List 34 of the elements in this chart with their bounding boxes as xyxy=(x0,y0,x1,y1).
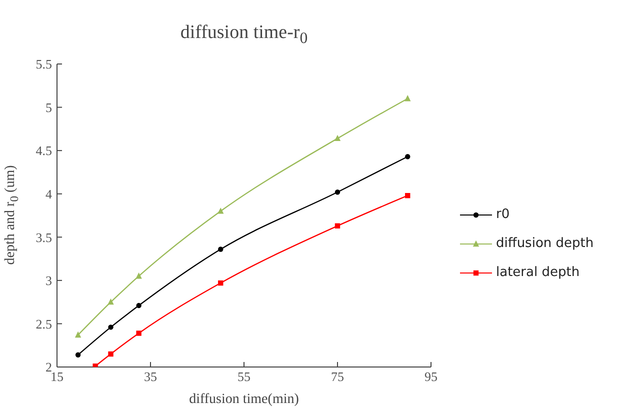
y-tick-label: 3.5 xyxy=(36,230,52,245)
point xyxy=(108,324,114,330)
x-tick-label: 75 xyxy=(331,369,344,384)
point xyxy=(75,352,81,358)
point xyxy=(136,272,142,279)
x-tick-label: 15 xyxy=(50,369,64,384)
y-tick-label: 3 xyxy=(46,273,52,288)
point xyxy=(218,246,224,252)
chart-title: diffusion time-r$_{0}$ xyxy=(179,22,309,48)
y-tick-label: 5 xyxy=(46,100,52,115)
point xyxy=(108,298,114,305)
point xyxy=(136,330,142,336)
point xyxy=(74,331,82,338)
point xyxy=(405,154,410,160)
point xyxy=(218,208,224,214)
point xyxy=(218,280,224,286)
y-tick-label: 4 xyxy=(46,186,52,202)
x-tick-label: 35 xyxy=(144,369,157,384)
point xyxy=(334,223,340,228)
x-tick-label: 55 xyxy=(238,369,250,384)
y-tick-label: 5.5 xyxy=(36,56,52,72)
y-tick-label: 4.5 xyxy=(36,143,52,158)
y-tick-label: 2 xyxy=(46,360,52,375)
y-tick-label: 2.5 xyxy=(36,316,52,332)
x-tick-label: 95 xyxy=(424,369,438,384)
x-axis-title: diffusion time(min) xyxy=(188,392,300,408)
point xyxy=(405,192,410,198)
point xyxy=(334,134,341,142)
point xyxy=(136,302,142,308)
point xyxy=(334,190,340,195)
legend-label: diffusion depth xyxy=(496,236,594,251)
legend-label: r0 xyxy=(496,207,510,222)
legend-label: lateral depth xyxy=(496,265,580,280)
point xyxy=(108,351,114,357)
